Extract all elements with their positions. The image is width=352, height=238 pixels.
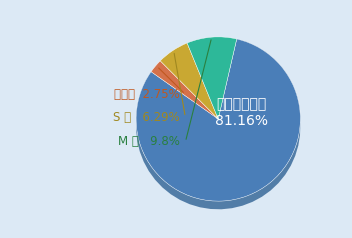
- Text: S 社   6.29%: S 社 6.29%: [113, 111, 180, 124]
- Text: その他  2.75%: その他 2.75%: [114, 88, 180, 101]
- Wedge shape: [160, 43, 218, 119]
- Wedge shape: [151, 61, 218, 119]
- Wedge shape: [136, 39, 300, 201]
- Polygon shape: [136, 39, 300, 209]
- Text: インターコム
81.16%: インターコム 81.16%: [215, 97, 268, 128]
- Wedge shape: [187, 37, 237, 119]
- Text: M 社   9.8%: M 社 9.8%: [118, 135, 180, 149]
